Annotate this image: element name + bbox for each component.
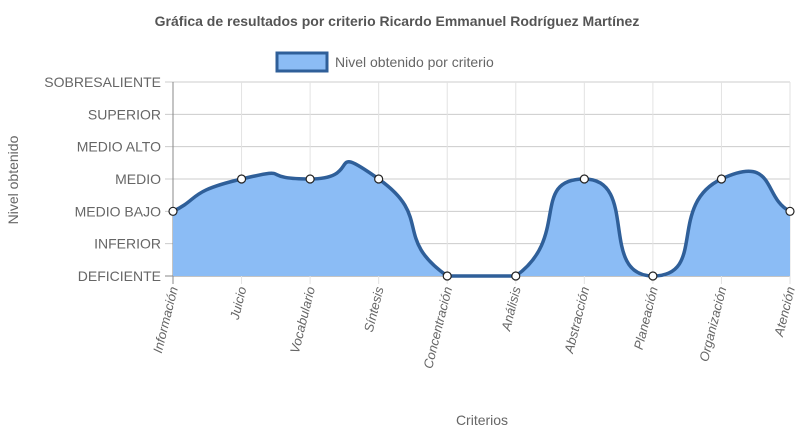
data-point-4[interactable] [442,271,452,281]
data-point-1[interactable] [236,174,247,184]
y-tick-label: SOBRESALIENTE [44,74,161,90]
y-tick-label: MEDIO BAJO [75,203,161,219]
y-tick-label: DEFICIENTE [78,268,161,284]
data-point-6[interactable] [579,174,589,184]
data-point-9[interactable] [785,206,795,216]
series-line [172,160,791,278]
data-point-2[interactable] [305,174,315,184]
data-point-3[interactable] [374,174,384,184]
data-point-7[interactable] [648,271,658,281]
y-axis: DEFICIENTE INFERIOR MEDIO BAJO MEDIO MEDIO A… [44,74,161,284]
x-tick-label: Juicio [227,285,250,322]
y-tick-label: SUPERIOR [88,106,161,122]
x-tick-label: Planeación [631,285,661,351]
series-area-fill [173,161,790,276]
x-tick-label: Abstracción [561,285,592,356]
x-tick-label: Concentración [420,285,455,370]
legend-label: Nivel obtenido por criterio [335,54,494,70]
y-tick-label: INFERIOR [94,236,161,252]
x-tick-label: Análisis [498,285,524,334]
x-axis-label: Criterios [456,412,508,428]
data-point-8[interactable] [716,174,727,184]
y-tick-label: MEDIO [115,171,161,187]
legend[interactable]: Nivel obtenido por criterio [275,51,494,73]
y-tick-label: MEDIO ALTO [77,139,161,155]
x-tick-label: Atención [771,285,795,339]
x-axis: Información Juicio Vocabulario Síntesis Conc… [150,285,795,370]
x-tick-label: Organización [696,285,729,363]
series-nivel [168,160,795,281]
chart-title: Gráfica de resultados por criterio Ricar… [155,13,640,29]
x-tick-label: Información [150,285,181,355]
data-point-0[interactable] [168,206,178,216]
data-point-5[interactable] [511,271,521,281]
legend-swatch [275,51,329,73]
x-tick-label: Síntesis [361,285,387,334]
x-tick-label: Vocabulario [287,285,318,355]
y-axis-label: Nivel obtenido [5,135,21,224]
